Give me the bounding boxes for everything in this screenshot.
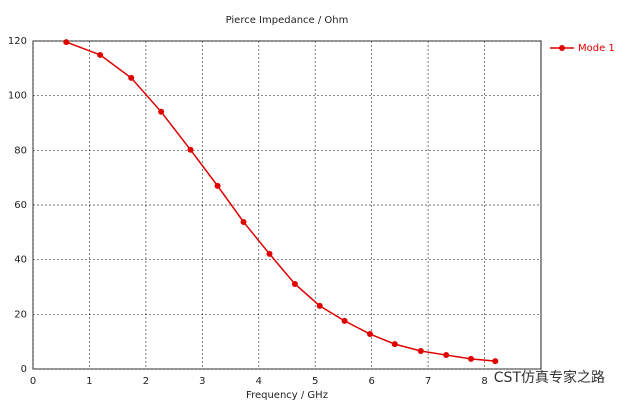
data-point (291, 280, 298, 287)
data-point (158, 108, 165, 115)
x-axis-label: Frequency / GHz (246, 390, 328, 401)
data-point (366, 331, 373, 338)
y-tick-label: 40 (14, 255, 27, 266)
data-point (128, 74, 135, 81)
x-tick-label: 0 (30, 376, 36, 387)
data-point (316, 302, 323, 309)
legend-marker (559, 45, 565, 51)
data-point (97, 51, 104, 58)
data-point (240, 218, 247, 225)
y-tick-label: 100 (8, 91, 27, 102)
data-point (187, 146, 194, 153)
x-tick-label: 8 (481, 376, 487, 387)
x-tick-label: 6 (368, 376, 374, 387)
data-point (391, 341, 398, 348)
data-point (63, 39, 70, 46)
x-tick-label: 2 (143, 376, 149, 387)
y-tick-label: 120 (8, 36, 27, 47)
x-tick-label: 7 (425, 376, 431, 387)
y-tick-label: 0 (21, 364, 27, 375)
data-point (214, 182, 221, 189)
data-point (492, 358, 499, 365)
watermark: CST仿真专家之路 (494, 369, 605, 386)
x-tick-label: 4 (256, 376, 262, 387)
x-tick-label: 5 (312, 376, 318, 387)
data-point (443, 352, 450, 359)
x-tick-label: 3 (199, 376, 205, 387)
chart-title: Pierce Impedance / Ohm (226, 15, 349, 26)
data-point (266, 250, 273, 257)
y-tick-label: 80 (14, 145, 27, 156)
data-point (341, 317, 348, 324)
legend-label: Mode 1 (578, 43, 615, 54)
data-point (468, 355, 475, 362)
data-point (417, 347, 424, 354)
y-tick-label: 20 (14, 309, 27, 320)
x-tick-label: 1 (86, 376, 92, 387)
y-tick-label: 60 (14, 200, 27, 211)
